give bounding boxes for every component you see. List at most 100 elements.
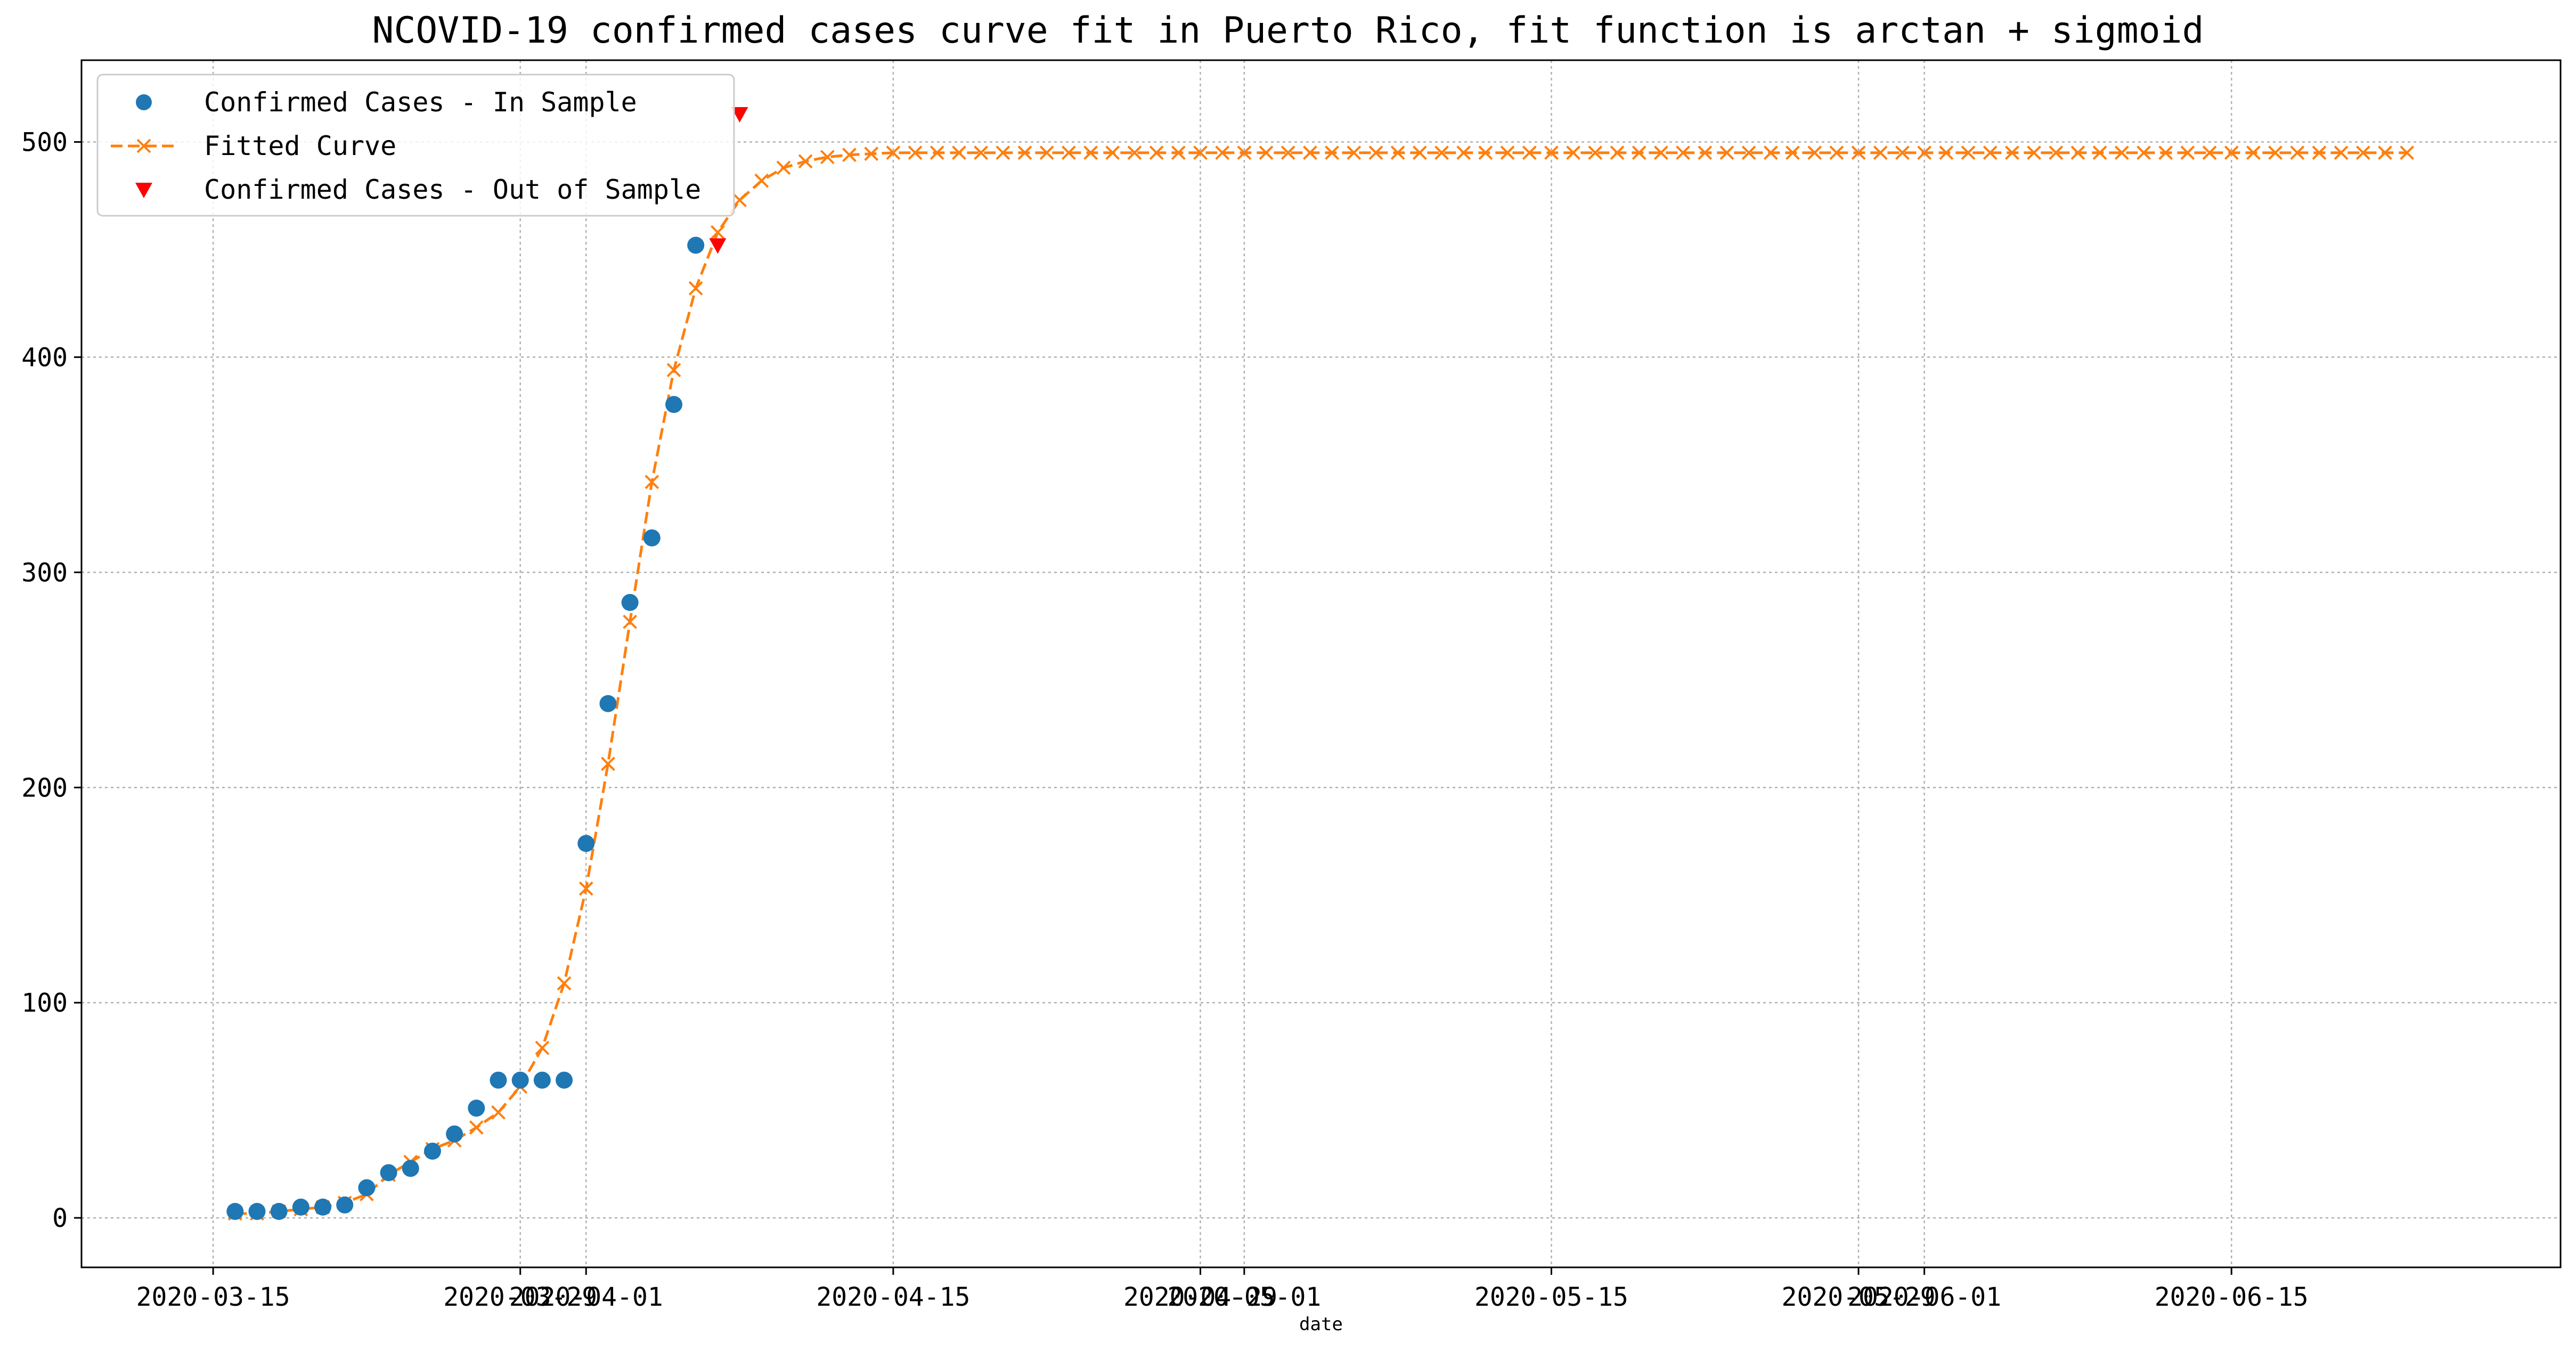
fitted-curve-point <box>1259 145 1274 160</box>
legend-fitted-marker <box>136 139 151 153</box>
fitted-curve-point <box>1347 145 1362 160</box>
in-sample-point <box>336 1196 354 1214</box>
in-sample-point <box>533 1071 551 1089</box>
in-sample-point <box>577 835 595 852</box>
fitted-curve-point <box>2158 145 2173 160</box>
fitted-curve-point <box>1566 145 1581 160</box>
fitted-curve-point <box>754 173 769 188</box>
fitted-curve-point <box>1763 145 1778 160</box>
fitted-curve-point <box>1281 145 1295 160</box>
fitted-curve-point <box>1895 145 1910 160</box>
fitted-curve-point <box>2114 145 2129 160</box>
fitted-curve-point <box>2202 145 2217 160</box>
fitted-curve-point <box>2070 145 2085 160</box>
fitted-curve-point <box>2268 145 2282 160</box>
plot-series <box>226 107 2415 1221</box>
fitted-curve-point <box>1500 145 1515 160</box>
y-tick-label: 400 <box>21 343 68 372</box>
x-tick-label: 2020-03-15 <box>136 1282 290 1312</box>
fitted-curve-point <box>1676 145 1690 160</box>
fitted-curve-point <box>974 145 989 160</box>
fitted-curve-point <box>1588 145 1603 160</box>
fitted-curve-point <box>1237 145 1252 160</box>
in-sample-point <box>270 1202 288 1220</box>
in-sample-point <box>687 237 705 254</box>
fitted-curve-point <box>645 475 659 490</box>
grid <box>81 60 2561 1267</box>
fitted-curve-point <box>2334 145 2349 160</box>
legend-out-of-sample-marker <box>135 183 152 198</box>
in-sample-point <box>556 1071 573 1089</box>
fitted-curve-point <box>1456 145 1471 160</box>
y-axis-ticks: 0 100 200 300 400 500 <box>21 127 81 1233</box>
fitted-curve-point <box>2092 145 2107 160</box>
fitted-curve-point <box>1478 145 1493 160</box>
fitted-curve-point <box>2137 145 2151 160</box>
fitted-curve-point <box>908 145 923 160</box>
fitted-curve-point <box>578 881 593 896</box>
x-tick-label: 2020-05-15 <box>1474 1282 1628 1312</box>
y-tick-label: 100 <box>21 988 68 1018</box>
fitted-curve-point <box>2049 145 2064 160</box>
in-sample-point <box>599 695 617 712</box>
legend-in-sample-marker <box>136 94 152 110</box>
fitted-curve-point <box>1083 145 1098 160</box>
x-axis-label: date <box>1299 1314 1343 1335</box>
fitted-curve-point <box>1829 145 1844 160</box>
fitted-curve-point <box>1807 145 1822 160</box>
fitted-curve-point <box>776 160 791 175</box>
fitted-curve-point <box>2355 145 2370 160</box>
in-sample-point <box>468 1100 485 1117</box>
fitted-curve-point <box>952 145 966 160</box>
in-sample-point <box>358 1179 376 1197</box>
fitted-curve-point <box>1412 145 1427 160</box>
legend-label: Fitted Curve <box>204 131 396 161</box>
fitted-curve-point <box>710 225 725 240</box>
fitted-curve-point <box>2180 145 2195 160</box>
fitted-curve-point <box>1127 145 1142 160</box>
fitted-curve-point <box>2224 145 2239 160</box>
in-sample-point <box>314 1198 332 1216</box>
x-tick-label: 2020-04-01 <box>509 1282 663 1312</box>
fitted-curve-point <box>1390 145 1405 160</box>
fitted-curve-point <box>1917 145 1932 160</box>
fitted-curve-point <box>1786 145 1800 160</box>
chart-title: NCOVID-19 confirmed cases curve fit in P… <box>372 10 2204 52</box>
y-tick-label: 200 <box>21 773 68 803</box>
fitted-curve-point <box>2312 145 2327 160</box>
x-tick-label: 2020-03-29 <box>443 1282 597 1312</box>
fitted-curve-point <box>1873 145 1888 160</box>
fitted-curve-point <box>2004 145 2019 160</box>
fitted-curve-point <box>996 145 1010 160</box>
fitted-curve-point <box>930 145 944 160</box>
fitted-curve-point <box>623 614 638 629</box>
fitted-curve-point <box>1851 145 1866 160</box>
x-tick-label: 2020-05-29 <box>1782 1282 1936 1312</box>
in-sample-point <box>402 1160 419 1177</box>
fitted-curve-point <box>1149 145 1164 160</box>
in-sample-point <box>665 396 683 413</box>
y-tick-label: 300 <box>21 558 68 588</box>
in-sample-point <box>248 1202 266 1220</box>
fitted-curve-point <box>842 148 857 162</box>
x-tick-label: 2020-04-29 <box>1123 1282 1277 1312</box>
out-of-sample-point <box>731 107 748 123</box>
x-tick-label: 2020-06-01 <box>1847 1282 2001 1312</box>
fitted-curve-point <box>820 150 835 165</box>
fitted-curve-point <box>1017 145 1032 160</box>
in-sample-point <box>380 1164 397 1182</box>
legend-box <box>96 74 735 217</box>
in-sample-point <box>490 1071 507 1089</box>
fitted-curve-point <box>732 193 747 207</box>
fitted-curve-point <box>1719 145 1734 160</box>
fitted-curve-point <box>535 1040 550 1055</box>
fitted-curve-point <box>886 145 901 160</box>
legend-label: Confirmed Cases - In Sample <box>204 87 637 118</box>
fitted-curve-point <box>2027 145 2041 160</box>
fitted-curve-point <box>1105 145 1120 160</box>
in-sample-point <box>226 1202 244 1220</box>
fitted-curve-point <box>1653 145 1668 160</box>
plot-area-frame <box>80 59 2562 1268</box>
